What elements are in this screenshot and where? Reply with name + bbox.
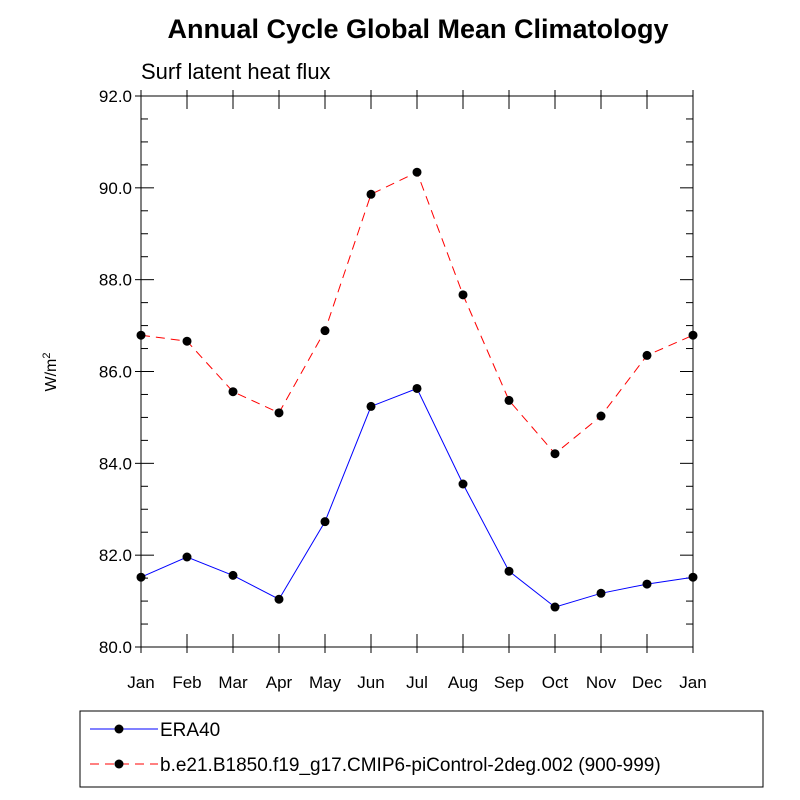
axis-tick-labels: 80.0 82.0 84.0 86.0 88.0 90.0 92.0 Jan Feb Mar Apr… [99, 87, 707, 692]
series-1-point [688, 330, 698, 340]
series-0-point [228, 570, 238, 580]
series-1-point [274, 408, 284, 418]
series-1-point [458, 290, 468, 300]
x-tick-label: Mar [218, 673, 248, 692]
x-tick-label: Sep [494, 673, 524, 692]
series-0-point [550, 602, 560, 612]
x-tick-label: May [309, 673, 342, 692]
x-tick-label: Oct [542, 673, 569, 692]
y-tick-label: 90.0 [99, 179, 132, 198]
y-tick-label: 84.0 [99, 454, 132, 473]
series-1-point [320, 326, 330, 336]
series-1-point [366, 189, 376, 199]
chart-title: Annual Cycle Global Mean Climatology [167, 14, 668, 44]
plot-border [140, 95, 694, 648]
series-1-point [504, 395, 514, 405]
x-tick-label: Feb [172, 673, 201, 692]
x-tick-label: Jul [406, 673, 428, 692]
series-0-point [136, 572, 146, 582]
x-tick-label: Jan [679, 673, 706, 692]
y-tick-label: 80.0 [99, 638, 132, 657]
series-1-point [550, 449, 560, 459]
y-tick-label: 92.0 [99, 87, 132, 106]
series-0-point [412, 383, 422, 393]
series-1-point [136, 330, 146, 340]
axis-ticks [135, 90, 694, 653]
x-tick-label: Apr [266, 673, 293, 692]
x-tick-label: Jun [357, 673, 384, 692]
svg-text:W/m2: W/m2 [41, 353, 60, 392]
legend-marker-era40 [114, 724, 124, 734]
legend-marker-cmip6 [114, 759, 124, 769]
series-0-point [320, 517, 330, 527]
x-tick-label: Jan [127, 673, 154, 692]
series-1-point [412, 167, 422, 177]
chart-subtitle: Surf latent heat flux [141, 59, 331, 84]
y-tick-label: 86.0 [99, 363, 132, 382]
series-1-point [228, 387, 238, 397]
series-1-point [642, 350, 652, 360]
series-0-point [642, 579, 652, 589]
series-layer [136, 167, 698, 612]
legend-label-cmip6: b.e21.B1850.f19_g17.CMIP6-piControl-2deg… [160, 755, 661, 776]
series-0-point [504, 566, 514, 576]
series-line-1 [140, 171, 694, 455]
series-1-point [596, 411, 606, 421]
x-tick-label: Nov [586, 673, 617, 692]
series-line-0 [140, 387, 694, 608]
y-axis-label-base: W/m [43, 359, 60, 392]
series-0-point [688, 572, 698, 582]
x-tick-label: Aug [448, 673, 478, 692]
series-0-point [274, 594, 284, 604]
x-tick-label: Dec [632, 673, 663, 692]
series-0-point [596, 588, 606, 598]
y-axis-label: W/m2 [41, 353, 60, 392]
legend: ERA40 b.e21.B1850.f19_g17.CMIP6-piContro… [79, 710, 764, 788]
series-0-point [458, 479, 468, 489]
plot-frame [140, 95, 694, 648]
series-1-point [182, 336, 192, 346]
legend-box [79, 710, 764, 788]
series-0-point [182, 552, 192, 562]
y-tick-label: 88.0 [99, 271, 132, 290]
y-tick-label: 82.0 [99, 546, 132, 565]
y-axis-label-superscript: 2 [41, 353, 53, 359]
legend-label-era40: ERA40 [160, 720, 220, 741]
series-0-point [366, 401, 376, 411]
